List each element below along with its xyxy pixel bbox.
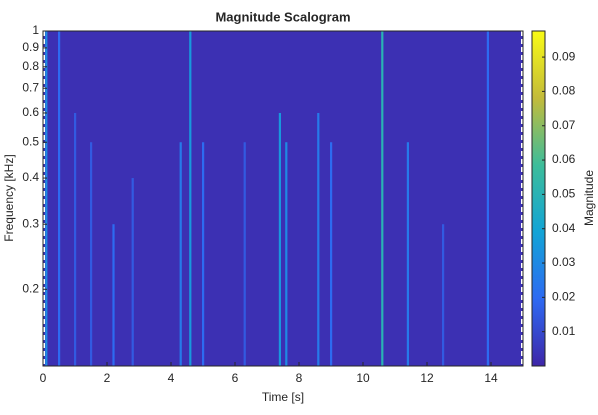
y-tick-label: 1 xyxy=(32,23,39,37)
x-tick-label: 0 xyxy=(40,371,47,385)
colorbar-tick-label: 0.04 xyxy=(552,221,576,235)
streak xyxy=(486,31,489,366)
y-tick-label: 0.8 xyxy=(22,59,39,73)
colorbar-tick-label: 0.06 xyxy=(552,152,576,166)
x-axis-label: Time [s] xyxy=(262,390,304,404)
y-axis-label: Frequency [kHz] xyxy=(2,154,16,241)
streak xyxy=(243,142,246,366)
x-tick-label: 10 xyxy=(356,371,370,385)
y-tick-label: 0.6 xyxy=(22,105,39,119)
streak xyxy=(202,142,205,366)
colorbar xyxy=(531,30,546,367)
y-tick-label: 0.7 xyxy=(22,80,39,94)
y-tick-label: 0.2 xyxy=(22,281,39,295)
y-tick-label: 0.9 xyxy=(22,40,39,54)
streak xyxy=(112,224,115,366)
x-tick-label: 4 xyxy=(168,371,175,385)
streak xyxy=(442,224,445,366)
streak xyxy=(317,112,320,366)
x-tick-label: 8 xyxy=(296,371,303,385)
colorbar-tick-label: 0.01 xyxy=(552,324,576,338)
streak xyxy=(285,142,288,366)
colorbar-label: Magnitude xyxy=(582,170,596,226)
streak xyxy=(58,31,61,366)
streak xyxy=(330,142,333,366)
streak xyxy=(131,178,134,366)
chart-title: Magnitude Scalogram xyxy=(215,9,350,24)
y-tick-label: 0.5 xyxy=(22,134,39,148)
streak xyxy=(189,31,192,366)
plot-frame xyxy=(42,30,524,367)
streak xyxy=(45,31,48,366)
streak xyxy=(74,112,77,366)
colorbar-tick-label: 0.05 xyxy=(552,187,576,201)
colorbar-tick-label: 0.07 xyxy=(552,118,576,132)
colorbar-tick-label: 0.09 xyxy=(552,49,576,63)
background xyxy=(43,31,523,366)
streak xyxy=(278,112,281,366)
colorbar-tick-label: 0.03 xyxy=(552,255,576,269)
x-tick-label: 2 xyxy=(104,371,111,385)
y-tick-label: 0.4 xyxy=(22,170,39,184)
colorbar-tick-label: 0.02 xyxy=(552,290,576,304)
x-tick-label: 6 xyxy=(232,371,239,385)
streak xyxy=(381,31,384,366)
colorbar-tick-label: 0.08 xyxy=(552,84,576,98)
streak xyxy=(406,142,409,366)
streak xyxy=(179,142,182,366)
x-tick-label: 14 xyxy=(484,371,498,385)
x-tick-label: 12 xyxy=(420,371,434,385)
y-tick-label: 0.3 xyxy=(22,216,39,230)
streak xyxy=(90,142,93,366)
